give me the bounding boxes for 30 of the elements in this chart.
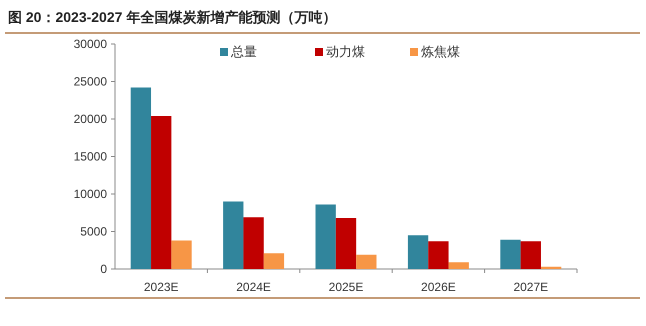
y-tick-label: 0 [100,262,108,276]
bar [356,254,376,269]
bar [520,241,541,269]
legend-label: 动力煤 [326,44,365,59]
y-tick-label: 5000 [80,224,108,238]
bar [130,88,152,269]
bar [336,218,356,269]
y-tick-label: 20000 [74,112,108,126]
bar [223,202,244,269]
bar [243,217,264,269]
x-tick-label: 2024E [236,280,271,294]
y-tick-label: 10000 [74,187,108,201]
bar [171,240,192,269]
x-tick-label: 2026E [421,280,456,294]
y-tick-label: 15000 [74,150,108,164]
bar [448,262,469,269]
bar [151,116,172,269]
bar [316,204,336,269]
legend-label: 炼焦煤 [421,44,460,59]
y-tick-label: 25000 [74,74,108,88]
x-tick-label: 2023E [144,280,179,294]
bar [428,241,449,269]
title: 图 20：2023-2027 年全国煤炭新增产能预测（万吨） [8,9,336,25]
y-tick-label: 30000 [74,37,108,51]
bar [408,235,428,269]
x-tick-label: 2025E [328,280,364,294]
bar [264,253,284,269]
x-tick-label: 2027E [513,280,548,294]
legend-label: 总量 [230,44,257,59]
bar [500,240,521,269]
